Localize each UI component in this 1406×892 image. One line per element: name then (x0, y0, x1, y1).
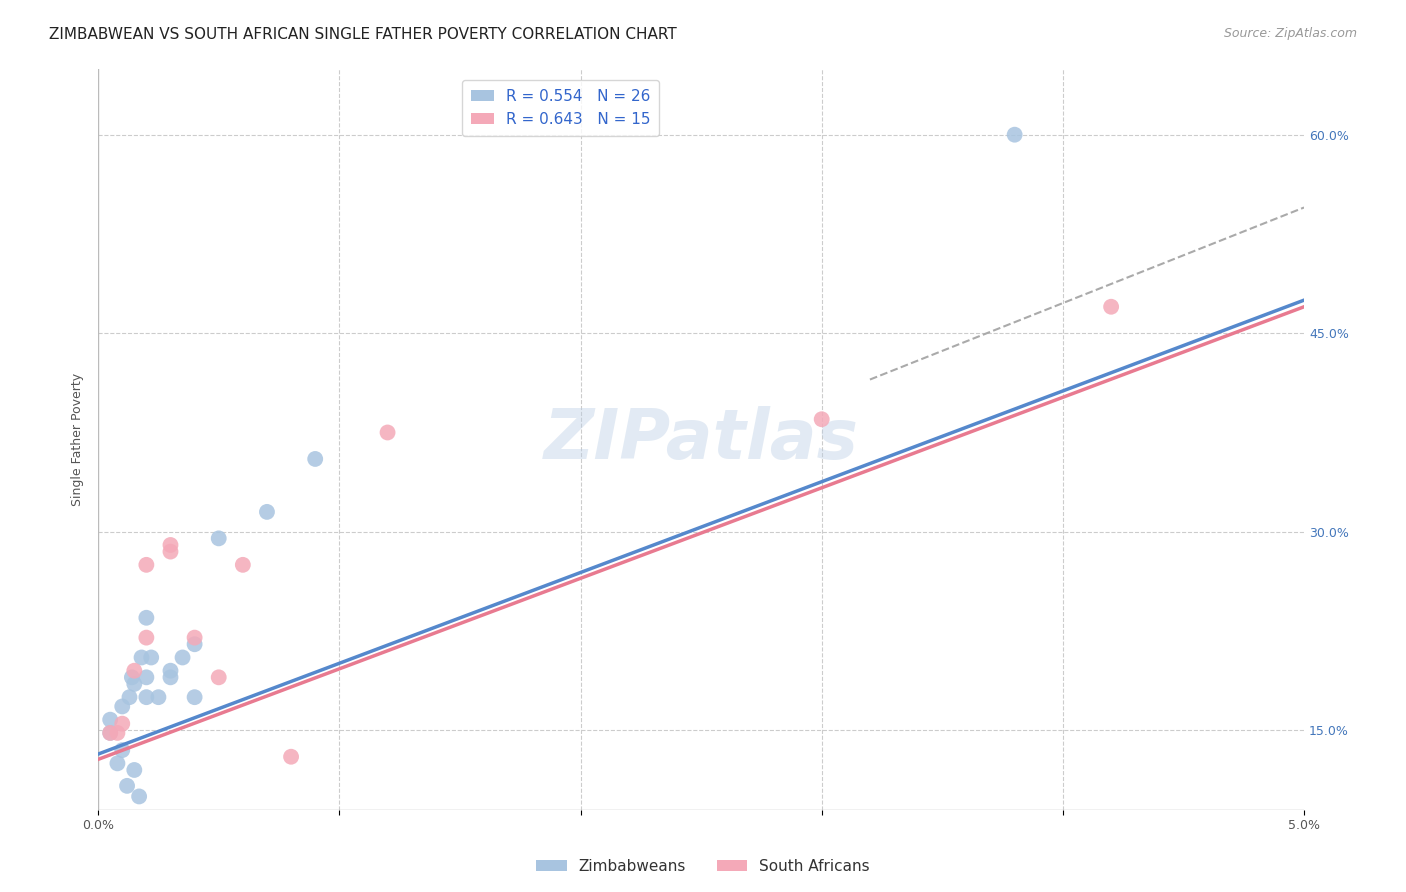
Point (810, 412, 832, 426)
Point (183, 631, 205, 645)
Point (280, 749, 302, 764)
Point (135, 558, 157, 572)
Point (107, 756, 129, 771)
Y-axis label: Single Father Poverty: Single Father Poverty (72, 373, 84, 506)
Point (135, 690, 157, 705)
Legend: R = 0.554   N = 26, R = 0.643   N = 15: R = 0.554 N = 26, R = 0.643 N = 15 (461, 80, 659, 136)
Point (159, 664, 181, 678)
Point (135, 631, 157, 645)
Point (111, 743, 134, 757)
Point (124, 763, 146, 777)
Point (377, 425, 399, 440)
Text: ZIPatlas: ZIPatlas (544, 406, 859, 473)
Legend: Zimbabweans, South Africans: Zimbabweans, South Africans (530, 853, 876, 880)
Point (1004, 128, 1026, 142)
Point (141, 650, 163, 665)
Point (111, 716, 134, 731)
Text: ZIMBABWEAN VS SOUTH AFRICAN SINGLE FATHER POVERTY CORRELATION CHART: ZIMBABWEAN VS SOUTH AFRICAN SINGLE FATHE… (49, 27, 676, 42)
Point (98, 726, 121, 740)
Point (118, 690, 141, 705)
Point (111, 699, 134, 714)
Point (121, 670, 143, 684)
Point (304, 452, 326, 467)
Point (1099, 300, 1122, 314)
Point (135, 611, 157, 625)
Point (183, 690, 205, 705)
Point (148, 690, 170, 705)
Point (183, 637, 205, 651)
Point (131, 650, 153, 665)
Point (98, 713, 121, 727)
Point (115, 779, 138, 793)
Point (159, 670, 181, 684)
Point (135, 670, 157, 684)
Point (159, 538, 181, 552)
Text: Source: ZipAtlas.com: Source: ZipAtlas.com (1223, 27, 1357, 40)
Point (124, 677, 146, 691)
Point (256, 505, 278, 519)
Point (208, 670, 231, 684)
Point (128, 789, 150, 804)
Point (159, 544, 181, 558)
Point (124, 664, 146, 678)
Point (172, 650, 194, 665)
Point (232, 558, 254, 572)
Point (98, 726, 121, 740)
Point (208, 532, 231, 546)
Point (107, 726, 129, 740)
